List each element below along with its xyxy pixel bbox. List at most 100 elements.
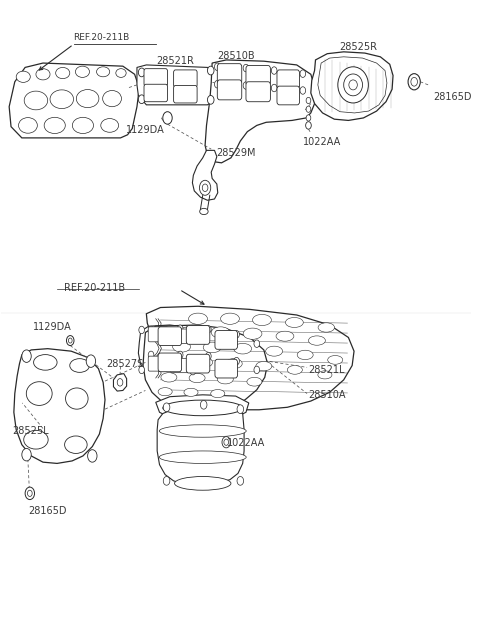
Polygon shape — [113, 374, 127, 391]
Circle shape — [234, 357, 240, 365]
Ellipse shape — [217, 374, 233, 384]
Ellipse shape — [175, 476, 231, 490]
Ellipse shape — [103, 91, 121, 107]
Ellipse shape — [288, 366, 302, 374]
Ellipse shape — [256, 361, 272, 371]
Circle shape — [300, 70, 306, 78]
Ellipse shape — [252, 314, 271, 326]
Circle shape — [190, 368, 196, 375]
Ellipse shape — [338, 67, 368, 103]
FancyBboxPatch shape — [174, 86, 197, 103]
Ellipse shape — [26, 382, 52, 406]
Ellipse shape — [166, 357, 183, 367]
Ellipse shape — [184, 388, 198, 396]
Ellipse shape — [72, 118, 94, 134]
Circle shape — [205, 352, 211, 360]
Circle shape — [243, 82, 249, 89]
Circle shape — [411, 78, 418, 86]
Ellipse shape — [96, 67, 110, 77]
Text: 1022AA: 1022AA — [303, 137, 342, 147]
Ellipse shape — [203, 342, 221, 352]
Ellipse shape — [173, 341, 191, 352]
Ellipse shape — [116, 69, 126, 78]
Polygon shape — [311, 52, 393, 121]
Ellipse shape — [318, 322, 335, 332]
Ellipse shape — [56, 68, 70, 79]
Text: 28165D: 28165D — [28, 506, 67, 516]
Text: 28510A: 28510A — [309, 390, 346, 400]
Circle shape — [222, 437, 230, 448]
Polygon shape — [143, 325, 267, 411]
Circle shape — [408, 74, 420, 90]
FancyBboxPatch shape — [148, 356, 168, 371]
Circle shape — [163, 403, 170, 412]
Circle shape — [306, 98, 311, 104]
Circle shape — [22, 449, 31, 461]
Text: 1129DA: 1129DA — [33, 322, 72, 332]
Polygon shape — [138, 325, 197, 374]
Circle shape — [139, 326, 144, 334]
Circle shape — [117, 379, 123, 386]
Circle shape — [22, 350, 31, 362]
Ellipse shape — [36, 69, 50, 80]
Ellipse shape — [225, 359, 242, 369]
Circle shape — [243, 64, 249, 72]
FancyBboxPatch shape — [158, 327, 181, 346]
Circle shape — [138, 95, 145, 104]
Circle shape — [163, 476, 170, 485]
Text: 1129DA: 1129DA — [126, 126, 165, 136]
Ellipse shape — [286, 318, 303, 328]
Ellipse shape — [234, 343, 252, 354]
Circle shape — [300, 87, 306, 94]
Text: REF.20-211B: REF.20-211B — [73, 33, 130, 42]
Ellipse shape — [24, 91, 48, 110]
Circle shape — [178, 325, 183, 332]
Ellipse shape — [196, 357, 213, 367]
Circle shape — [27, 490, 32, 496]
FancyBboxPatch shape — [148, 327, 168, 342]
Ellipse shape — [276, 331, 294, 341]
Text: 28510B: 28510B — [217, 51, 254, 61]
Polygon shape — [156, 395, 249, 421]
Circle shape — [271, 84, 277, 92]
Circle shape — [138, 68, 145, 77]
Text: 1022AA: 1022AA — [227, 439, 265, 449]
Text: REF.20-211B: REF.20-211B — [64, 282, 125, 292]
Ellipse shape — [211, 389, 225, 398]
Polygon shape — [9, 63, 139, 138]
Ellipse shape — [158, 388, 172, 396]
Polygon shape — [137, 65, 216, 105]
Ellipse shape — [66, 388, 88, 409]
Text: 28527S: 28527S — [107, 359, 144, 369]
Ellipse shape — [266, 346, 283, 356]
Circle shape — [178, 351, 183, 359]
Circle shape — [205, 326, 211, 333]
Ellipse shape — [247, 378, 262, 386]
Ellipse shape — [163, 400, 243, 416]
Ellipse shape — [76, 89, 99, 107]
Circle shape — [163, 112, 172, 124]
Circle shape — [190, 328, 196, 335]
Circle shape — [207, 66, 214, 75]
Ellipse shape — [65, 436, 87, 453]
Ellipse shape — [159, 451, 246, 463]
Circle shape — [306, 115, 311, 121]
Ellipse shape — [16, 71, 30, 82]
Polygon shape — [146, 306, 354, 410]
Ellipse shape — [161, 372, 177, 382]
Ellipse shape — [24, 431, 48, 449]
FancyBboxPatch shape — [246, 82, 270, 102]
Ellipse shape — [243, 328, 262, 339]
FancyBboxPatch shape — [215, 331, 238, 349]
FancyBboxPatch shape — [170, 358, 188, 372]
Circle shape — [66, 336, 74, 346]
Circle shape — [254, 366, 260, 374]
Circle shape — [139, 366, 144, 374]
FancyBboxPatch shape — [174, 70, 197, 88]
Circle shape — [224, 439, 228, 446]
FancyBboxPatch shape — [215, 359, 238, 378]
Ellipse shape — [344, 74, 362, 96]
Circle shape — [207, 96, 214, 104]
FancyBboxPatch shape — [144, 69, 168, 86]
Circle shape — [254, 340, 260, 348]
